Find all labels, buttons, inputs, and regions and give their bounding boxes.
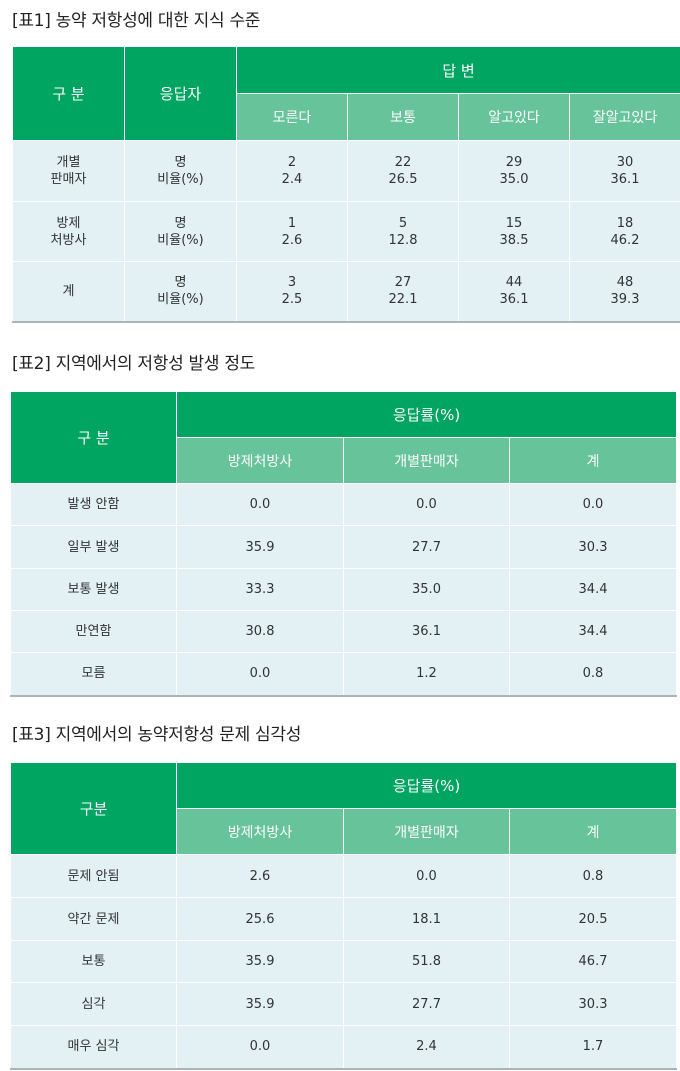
table-cell: 30.3: [508, 525, 678, 569]
table-row: 발생 안함 0.0 0.0 0.0: [10, 483, 678, 526]
row-unit: 명 비율(%): [124, 201, 237, 262]
table-cell: 22 26.5: [347, 140, 459, 202]
table-cell: 46.7: [508, 940, 678, 983]
table2-col-header: 방제처방사: [176, 437, 344, 484]
table-cell: 2.6: [176, 854, 344, 898]
table3-header-category: 구분: [10, 762, 177, 855]
table-cell: 0.0: [508, 483, 678, 526]
table-row: 매우 심각 0.0 2.4 1.7: [10, 1025, 678, 1069]
table2-header-category: 구 분: [10, 391, 177, 484]
table1-col-header: 알고있다: [458, 93, 570, 141]
table-cell: 5 12.8: [347, 201, 459, 262]
table1-knowledge-level: 구 분 응답자 답 변 모른다 보통 알고있다 잘알고있다 개별 판매자 명 비율(…: [12, 46, 680, 323]
row-label: 보통: [10, 940, 177, 983]
table3-col-header: 개별판매자: [343, 808, 510, 855]
table-cell: 20.5: [508, 897, 678, 941]
table-cell: 18.1: [343, 897, 510, 941]
row-category: 계: [12, 261, 125, 322]
table-row: 계 명 비율(%) 3 2.5 27 22.1 44 36.1 48 39.3: [12, 261, 680, 322]
table-cell: 27.7: [343, 982, 510, 1026]
table3-problem-severity: 구분 응답률(%) 방제처방사 개별판매자 계 문제 안됨 2.6 0.0 0.…: [10, 762, 678, 1070]
table-cell: 35.0: [343, 568, 510, 611]
table-cell: 2.4: [343, 1025, 510, 1069]
table-cell: 27 22.1: [347, 261, 459, 322]
table-cell: 27.7: [343, 525, 510, 569]
row-category: 개별 판매자: [12, 140, 125, 202]
table-cell: 29 35.0: [458, 140, 570, 202]
table-cell: 0.8: [508, 854, 678, 898]
table-cell: 1.7: [508, 1025, 678, 1069]
row-unit: 명 비율(%): [124, 261, 237, 322]
table2-col-header: 계: [508, 437, 678, 484]
row-unit: 명 비율(%): [124, 140, 237, 202]
table1-col-header: 보통: [347, 93, 459, 141]
table1-header-respondent: 응답자: [124, 46, 237, 141]
table2-col-header: 개별판매자: [343, 437, 510, 484]
table2-title: [표2] 지역에서의 저항성 발생 정도: [12, 354, 256, 374]
table-cell: 30 36.1: [569, 140, 680, 202]
table-row: 문제 안됨 2.6 0.0 0.8: [10, 854, 678, 898]
table2-header-group: 응답률(%): [175, 391, 678, 438]
table-cell: 44 36.1: [458, 261, 570, 322]
table1-col-header: 모른다: [236, 93, 348, 141]
table1-header-category: 구 분: [12, 46, 125, 141]
row-label: 심각: [10, 982, 177, 1026]
table-row: 방제 처방사 명 비율(%) 1 2.6 5 12.8 15 38.5 18 46.2: [12, 201, 680, 262]
table-cell: 35.9: [176, 525, 344, 569]
table-cell: 30.3: [508, 982, 678, 1026]
table-row: 보통 35.9 51.8 46.7: [10, 940, 678, 983]
table-cell: 33.3: [176, 568, 344, 611]
table3-col-header: 방제처방사: [176, 808, 344, 855]
table-cell: 34.4: [508, 568, 678, 611]
table1-header-answer: 답 변: [236, 46, 680, 94]
table-cell: 0.0: [176, 652, 344, 696]
table-cell: 35.9: [176, 982, 344, 1026]
row-label: 매우 심각: [10, 1025, 177, 1069]
table-row: 만연함 30.8 36.1 34.4: [10, 610, 678, 653]
table-row: 약간 문제 25.6 18.1 20.5: [10, 897, 678, 941]
row-label: 만연함: [10, 610, 177, 653]
table-cell: 15 38.5: [458, 201, 570, 262]
table3-header-group: 응답률(%): [175, 762, 678, 809]
table-cell: 1 2.6: [236, 201, 348, 262]
row-label: 약간 문제: [10, 897, 177, 941]
table3-title: [표3] 지역에서의 농약저항성 문제 심각성: [12, 725, 302, 745]
row-label: 발생 안함: [10, 483, 177, 526]
table-row: 보통 발생 33.3 35.0 34.4: [10, 568, 678, 611]
table-row: 일부 발생 35.9 27.7 30.3: [10, 525, 678, 569]
row-label: 모름: [10, 652, 177, 696]
table1-col-header: 잘알고있다: [569, 93, 680, 141]
row-category: 방제 처방사: [12, 201, 125, 262]
table-cell: 30.8: [176, 610, 344, 653]
table-cell: 0.0: [176, 1025, 344, 1069]
table-cell: 1.2: [343, 652, 510, 696]
table-cell: 18 46.2: [569, 201, 680, 262]
table-cell: 34.4: [508, 610, 678, 653]
row-label: 문제 안됨: [10, 854, 177, 898]
table-cell: 36.1: [343, 610, 510, 653]
table-cell: 51.8: [343, 940, 510, 983]
table-cell: 48 39.3: [569, 261, 680, 322]
row-label: 보통 발생: [10, 568, 177, 611]
row-label: 일부 발생: [10, 525, 177, 569]
table-cell: 3 2.5: [236, 261, 348, 322]
table1-title: [표1] 농약 저항성에 대한 지식 수준: [12, 11, 261, 31]
table3-col-header: 계: [508, 808, 678, 855]
table-row: 심각 35.9 27.7 30.3: [10, 982, 678, 1026]
table-cell: 0.0: [343, 483, 510, 526]
table-cell: 0.0: [176, 483, 344, 526]
table-cell: 0.0: [343, 854, 510, 898]
table-cell: 25.6: [176, 897, 344, 941]
table-row: 모름 0.0 1.2 0.8: [10, 652, 678, 696]
table-row: 개별 판매자 명 비율(%) 2 2.4 22 26.5 29 35.0 30 36.1: [12, 140, 680, 202]
table-cell: 0.8: [508, 652, 678, 696]
table2-occurrence-level: 구 분 응답률(%) 방제처방사 개별판매자 계 발생 안함 0.0 0.0 0…: [10, 391, 678, 697]
table-cell: 2 2.4: [236, 140, 348, 202]
table-cell: 35.9: [176, 940, 344, 983]
